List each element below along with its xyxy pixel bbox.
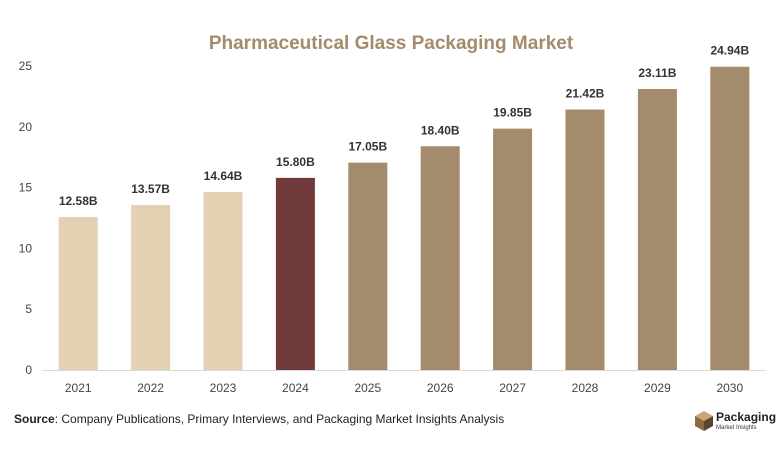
data-label-2021: 12.58B — [59, 194, 98, 208]
y-tick-label: 10 — [19, 241, 33, 255]
bars-group: 12.58B 13.57B 14.64B 15.80B 17.05B 18.40B 19.8… — [58, 44, 750, 371]
bar-2025 — [348, 162, 388, 370]
bar-2022 — [131, 204, 171, 370]
x-tick-label-2027: 2027 — [499, 381, 526, 395]
y-tick-label: 15 — [19, 181, 33, 195]
x-tick-label-2024: 2024 — [282, 381, 309, 395]
data-label-2029: 23.11B — [638, 66, 676, 80]
x-tick-label-2025: 2025 — [354, 381, 381, 395]
data-label-2022: 13.57B — [131, 182, 170, 196]
y-tick-label: 20 — [19, 120, 33, 134]
bar-2024 — [275, 177, 315, 370]
logo-name: Packaging — [716, 410, 777, 424]
x-tick-label-2028: 2028 — [572, 381, 599, 395]
data-label-2025: 17.05B — [348, 140, 387, 154]
x-tick-label-2023: 2023 — [210, 381, 237, 395]
bar-2021 — [58, 217, 98, 370]
source-note: Source: Company Publications, Primary In… — [14, 412, 504, 426]
box-icon — [695, 411, 713, 431]
data-label-2023: 14.64B — [204, 169, 243, 183]
source-text: : Company Publications, Primary Intervie… — [54, 412, 505, 426]
bar-2023 — [203, 191, 243, 370]
data-label-2024: 15.80B — [276, 155, 315, 169]
x-tick-label-2021: 2021 — [65, 381, 92, 395]
data-label-2028: 21.42B — [566, 87, 605, 101]
bar-2028 — [565, 109, 605, 370]
data-label-2027: 19.85B — [493, 106, 532, 120]
x-tick-label-2030: 2030 — [716, 381, 743, 395]
y-tick-label: 0 — [25, 363, 32, 377]
bar-2030 — [710, 66, 750, 370]
x-tick-label-2029: 2029 — [644, 381, 671, 395]
logo-subtitle: Market Insights — [716, 425, 757, 431]
chart-title: Pharmaceutical Glass Packaging Market — [208, 33, 574, 54]
x-tick-label-2022: 2022 — [137, 381, 164, 395]
source-label: Source — [14, 412, 55, 426]
y-tick-label: 5 — [25, 302, 32, 316]
brand-logo: Packaging Market Insights — [694, 408, 777, 438]
x-tick-label-2026: 2026 — [427, 381, 454, 395]
bar-2029 — [637, 88, 677, 371]
y-axis: 0 5 10 15 20 25 — [19, 59, 33, 377]
x-axis: 2021 2022 2023 2024 2025 2026 2027 2028 2029 2030 — [42, 370, 766, 395]
data-label-2026: 18.40B — [421, 123, 460, 137]
bar-2027 — [493, 128, 533, 370]
bar-2026 — [420, 146, 460, 370]
y-tick-label: 25 — [19, 59, 33, 73]
data-label-2030: 24.94B — [710, 44, 749, 58]
